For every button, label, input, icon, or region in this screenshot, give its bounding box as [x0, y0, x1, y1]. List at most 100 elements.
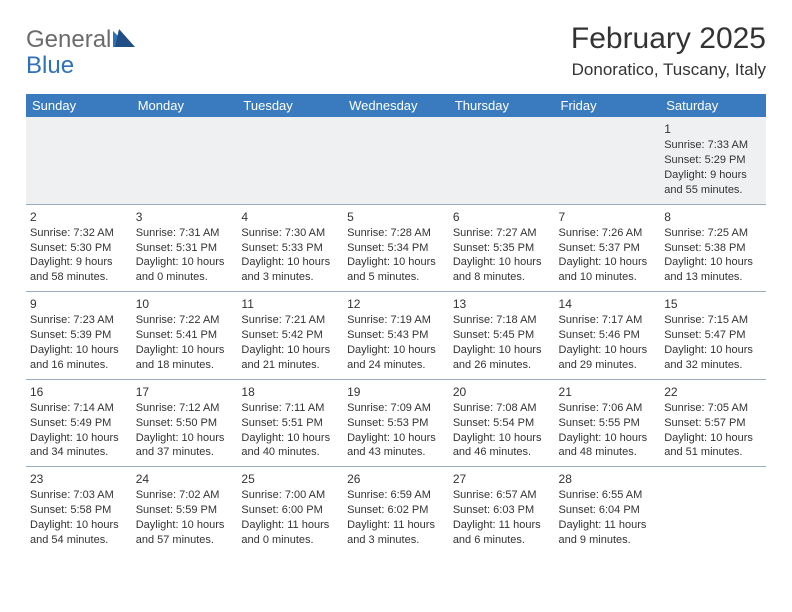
day-number: 15 — [664, 296, 762, 312]
sunset-text: Sunset: 5:38 PM — [664, 241, 762, 256]
sunset-text: Sunset: 6:04 PM — [559, 503, 657, 518]
sunset-text: Sunset: 6:00 PM — [241, 503, 339, 518]
sunrise-text: Sunrise: 7:11 AM — [241, 401, 339, 416]
day-number: 9 — [30, 296, 128, 312]
logo-word1: General — [26, 26, 111, 53]
sunrise-text: Sunrise: 6:55 AM — [559, 488, 657, 503]
day-number: 2 — [30, 209, 128, 225]
sunrise-text: Sunrise: 7:25 AM — [664, 226, 762, 241]
calendar-cell: 3Sunrise: 7:31 AMSunset: 5:31 PMDaylight… — [132, 204, 238, 292]
calendar-row: 23Sunrise: 7:03 AMSunset: 5:58 PMDayligh… — [26, 467, 766, 554]
daylight-text: Daylight: 10 hours and 16 minutes. — [30, 343, 128, 373]
weekday-header-row: Sunday Monday Tuesday Wednesday Thursday… — [26, 94, 766, 117]
calendar-cell: 11Sunrise: 7:21 AMSunset: 5:42 PMDayligh… — [237, 292, 343, 380]
sunrise-text: Sunrise: 7:00 AM — [241, 488, 339, 503]
calendar-cell: 21Sunrise: 7:06 AMSunset: 5:55 PMDayligh… — [555, 379, 661, 467]
daylight-text: Daylight: 10 hours and 0 minutes. — [136, 255, 234, 285]
day-number: 11 — [241, 296, 339, 312]
day-number: 5 — [347, 209, 445, 225]
daylight-text: Daylight: 10 hours and 24 minutes. — [347, 343, 445, 373]
calendar-row: 9Sunrise: 7:23 AMSunset: 5:39 PMDaylight… — [26, 292, 766, 380]
daylight-text: Daylight: 9 hours and 55 minutes. — [664, 168, 762, 198]
day-number: 3 — [136, 209, 234, 225]
day-number: 16 — [30, 384, 128, 400]
sunset-text: Sunset: 5:34 PM — [347, 241, 445, 256]
sunset-text: Sunset: 5:58 PM — [30, 503, 128, 518]
calendar-row: 2Sunrise: 7:32 AMSunset: 5:30 PMDaylight… — [26, 204, 766, 292]
day-number: 23 — [30, 471, 128, 487]
daylight-text: Daylight: 11 hours and 6 minutes. — [453, 518, 551, 548]
daylight-text: Daylight: 10 hours and 46 minutes. — [453, 431, 551, 461]
sunset-text: Sunset: 5:55 PM — [559, 416, 657, 431]
header: General Blue February 2025 Donoratico, T… — [26, 22, 766, 80]
sunrise-text: Sunrise: 7:15 AM — [664, 313, 762, 328]
calendar-cell: 9Sunrise: 7:23 AMSunset: 5:39 PMDaylight… — [26, 292, 132, 380]
sunrise-text: Sunrise: 7:05 AM — [664, 401, 762, 416]
calendar-body: 1Sunrise: 7:33 AMSunset: 5:29 PMDaylight… — [26, 117, 766, 554]
location-subtitle: Donoratico, Tuscany, Italy — [571, 60, 766, 80]
daylight-text: Daylight: 10 hours and 29 minutes. — [559, 343, 657, 373]
day-number: 26 — [347, 471, 445, 487]
day-number: 7 — [559, 209, 657, 225]
day-number: 21 — [559, 384, 657, 400]
sunrise-text: Sunrise: 7:12 AM — [136, 401, 234, 416]
sunset-text: Sunset: 5:31 PM — [136, 241, 234, 256]
sunrise-text: Sunrise: 6:57 AM — [453, 488, 551, 503]
logo-sail-icon — [113, 29, 135, 52]
calendar-cell: 5Sunrise: 7:28 AMSunset: 5:34 PMDaylight… — [343, 204, 449, 292]
daylight-text: Daylight: 10 hours and 48 minutes. — [559, 431, 657, 461]
calendar-cell: 27Sunrise: 6:57 AMSunset: 6:03 PMDayligh… — [449, 467, 555, 554]
day-number: 20 — [453, 384, 551, 400]
calendar-cell: 25Sunrise: 7:00 AMSunset: 6:00 PMDayligh… — [237, 467, 343, 554]
sunrise-text: Sunrise: 7:21 AM — [241, 313, 339, 328]
daylight-text: Daylight: 10 hours and 18 minutes. — [136, 343, 234, 373]
sunrise-text: Sunrise: 7:26 AM — [559, 226, 657, 241]
sunset-text: Sunset: 5:49 PM — [30, 416, 128, 431]
sunset-text: Sunset: 5:41 PM — [136, 328, 234, 343]
daylight-text: Daylight: 10 hours and 13 minutes. — [664, 255, 762, 285]
calendar-cell: 13Sunrise: 7:18 AMSunset: 5:45 PMDayligh… — [449, 292, 555, 380]
sunset-text: Sunset: 6:03 PM — [453, 503, 551, 518]
calendar-cell: 24Sunrise: 7:02 AMSunset: 5:59 PMDayligh… — [132, 467, 238, 554]
sunrise-text: Sunrise: 7:18 AM — [453, 313, 551, 328]
day-number: 13 — [453, 296, 551, 312]
calendar-cell: 22Sunrise: 7:05 AMSunset: 5:57 PMDayligh… — [660, 379, 766, 467]
calendar-table: Sunday Monday Tuesday Wednesday Thursday… — [26, 94, 766, 554]
day-number: 17 — [136, 384, 234, 400]
sunset-text: Sunset: 5:39 PM — [30, 328, 128, 343]
calendar-cell: 7Sunrise: 7:26 AMSunset: 5:37 PMDaylight… — [555, 204, 661, 292]
day-number: 25 — [241, 471, 339, 487]
daylight-text: Daylight: 10 hours and 43 minutes. — [347, 431, 445, 461]
calendar-cell-empty — [237, 117, 343, 204]
calendar-cell: 23Sunrise: 7:03 AMSunset: 5:58 PMDayligh… — [26, 467, 132, 554]
logo-text-block: General Blue — [26, 28, 135, 78]
daylight-text: Daylight: 9 hours and 58 minutes. — [30, 255, 128, 285]
sunrise-text: Sunrise: 7:27 AM — [453, 226, 551, 241]
calendar-cell: 28Sunrise: 6:55 AMSunset: 6:04 PMDayligh… — [555, 467, 661, 554]
calendar-cell: 20Sunrise: 7:08 AMSunset: 5:54 PMDayligh… — [449, 379, 555, 467]
calendar-cell: 17Sunrise: 7:12 AMSunset: 5:50 PMDayligh… — [132, 379, 238, 467]
day-number: 10 — [136, 296, 234, 312]
day-number: 19 — [347, 384, 445, 400]
title-block: February 2025 Donoratico, Tuscany, Italy — [571, 22, 766, 80]
day-number: 4 — [241, 209, 339, 225]
sunset-text: Sunset: 5:30 PM — [30, 241, 128, 256]
day-number: 6 — [453, 209, 551, 225]
daylight-text: Daylight: 10 hours and 3 minutes. — [241, 255, 339, 285]
daylight-text: Daylight: 10 hours and 40 minutes. — [241, 431, 339, 461]
calendar-cell-empty — [343, 117, 449, 204]
daylight-text: Daylight: 11 hours and 3 minutes. — [347, 518, 445, 548]
weekday-header: Monday — [132, 94, 238, 117]
calendar-cell: 14Sunrise: 7:17 AMSunset: 5:46 PMDayligh… — [555, 292, 661, 380]
calendar-cell: 15Sunrise: 7:15 AMSunset: 5:47 PMDayligh… — [660, 292, 766, 380]
calendar-cell-empty — [132, 117, 238, 204]
sunset-text: Sunset: 6:02 PM — [347, 503, 445, 518]
sunrise-text: Sunrise: 7:14 AM — [30, 401, 128, 416]
calendar-cell-empty — [449, 117, 555, 204]
sunset-text: Sunset: 5:51 PM — [241, 416, 339, 431]
weekday-header: Tuesday — [237, 94, 343, 117]
day-number: 12 — [347, 296, 445, 312]
daylight-text: Daylight: 10 hours and 54 minutes. — [30, 518, 128, 548]
daylight-text: Daylight: 10 hours and 8 minutes. — [453, 255, 551, 285]
sunset-text: Sunset: 5:57 PM — [664, 416, 762, 431]
